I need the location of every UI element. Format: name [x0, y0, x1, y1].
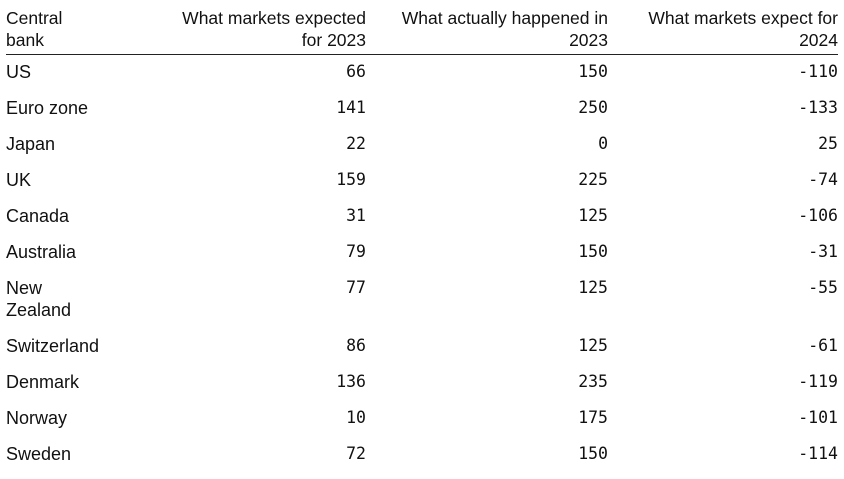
cell-expected-2024: -101 [798, 407, 838, 427]
cell-actual-2023: 0 [598, 133, 608, 153]
header-expected-2024: What markets expect for 2024 [608, 7, 838, 55]
cell-expected-2023: 31 [346, 205, 366, 225]
header-line: Central [6, 8, 63, 28]
cell-expected-2024: -106 [798, 205, 838, 225]
cell-expected-2023: 10 [346, 407, 366, 427]
header-line: 2024 [799, 30, 838, 50]
cell-actual-2023: 175 [578, 407, 608, 427]
bank-name-line: Norway [6, 407, 68, 428]
header-line: What markets expected [182, 8, 366, 28]
header-line: What markets expect for [648, 8, 838, 28]
cell-expected-2023: 79 [346, 241, 366, 261]
table-row: Norway 10 175 -101 [6, 401, 838, 437]
cell-actual-2023: 235 [578, 371, 608, 391]
table-row: Japan 22 0 25 [6, 127, 838, 163]
bank-name-line: Zealand [6, 299, 72, 320]
bank-name-line: US [6, 62, 32, 82]
cell-central-bank: Switzerland [6, 329, 152, 365]
cell-actual-2023: 150 [578, 62, 608, 81]
bank-name-line: UK [6, 169, 32, 190]
cell-expected-2024: -31 [808, 241, 838, 261]
cell-central-bank: Euro zone [6, 91, 152, 127]
header-line: 2023 [569, 30, 608, 50]
cell-expected-2023: 66 [346, 62, 366, 81]
table-row: Denmark 136 235 -119 [6, 365, 838, 401]
cell-expected-2023: 141 [336, 97, 366, 117]
cell-central-bank: Canada [6, 199, 152, 235]
cell-expected-2023: 86 [346, 335, 366, 355]
table-row: New Zealand 77 125 -55 [6, 271, 838, 329]
table-row: US 66 150 -110 [6, 55, 838, 91]
cell-expected-2024: -110 [798, 62, 838, 81]
central-bank-rates-table: Central bank What markets expected for 2… [6, 7, 838, 473]
header-line: bank [6, 30, 44, 50]
table-row: Euro zone 141 250 -133 [6, 91, 838, 127]
table-row: UK 159 225 -74 [6, 163, 838, 199]
cell-expected-2023: 22 [346, 133, 366, 153]
bank-name-line: Canada [6, 205, 70, 226]
cell-expected-2023: 77 [346, 277, 366, 297]
cell-expected-2024: -133 [798, 97, 838, 117]
bank-name-line: Japan [6, 133, 56, 154]
cell-expected-2023: 136 [336, 371, 366, 391]
bank-name-line: Sweden [6, 443, 72, 464]
header-expected-2023: What markets expected for 2023 [152, 7, 366, 55]
header-row: Central bank What markets expected for 2… [6, 7, 838, 55]
header-actual-2023: What actually happened in 2023 [366, 7, 608, 55]
cell-central-bank: Denmark [6, 365, 152, 401]
cell-expected-2024: 25 [818, 133, 838, 153]
bank-name-line: Australia [6, 241, 77, 262]
cell-expected-2023: 72 [346, 443, 366, 463]
cell-actual-2023: 125 [578, 335, 608, 355]
cell-actual-2023: 125 [578, 277, 608, 297]
cell-actual-2023: 225 [578, 169, 608, 189]
header-line: What actually happened in [401, 8, 608, 28]
table-row: Sweden 72 150 -114 [6, 437, 838, 473]
cell-expected-2024: -55 [808, 277, 838, 297]
bank-name-line: Switzerland [6, 335, 100, 356]
table-row: Canada 31 125 -106 [6, 199, 838, 235]
bank-name-line: Euro zone [6, 97, 89, 118]
header-line: for 2023 [301, 30, 366, 50]
cell-expected-2024: -119 [798, 371, 838, 391]
cell-central-bank: Australia [6, 235, 152, 271]
header-central-bank: Central bank [6, 7, 152, 55]
cell-central-bank: Japan [6, 127, 152, 163]
cell-expected-2024: -61 [808, 335, 838, 355]
cell-actual-2023: 150 [578, 443, 608, 463]
table-header: Central bank What markets expected for 2… [6, 7, 838, 55]
cell-expected-2023: 159 [336, 169, 366, 189]
cell-central-bank: US [6, 55, 152, 91]
cell-central-bank: Sweden [6, 437, 152, 473]
cell-expected-2024: -74 [808, 169, 838, 189]
table-body: US 66 150 -110 Euro zone 141 250 -133 Japan 22 0 25… [6, 55, 838, 473]
bank-name-line: New [6, 277, 43, 298]
cell-central-bank: Norway [6, 401, 152, 437]
cell-actual-2023: 150 [578, 241, 608, 261]
cell-expected-2024: -114 [798, 443, 838, 463]
cell-central-bank: UK [6, 163, 152, 199]
bank-name-line: Denmark [6, 371, 80, 392]
table-row: Australia 79 150 -31 [6, 235, 838, 271]
cell-central-bank: New Zealand [6, 271, 152, 329]
cell-actual-2023: 125 [578, 205, 608, 225]
table-row: Switzerland 86 125 -61 [6, 329, 838, 365]
rates-table-container: Central bank What markets expected for 2… [6, 7, 838, 473]
cell-actual-2023: 250 [578, 97, 608, 117]
